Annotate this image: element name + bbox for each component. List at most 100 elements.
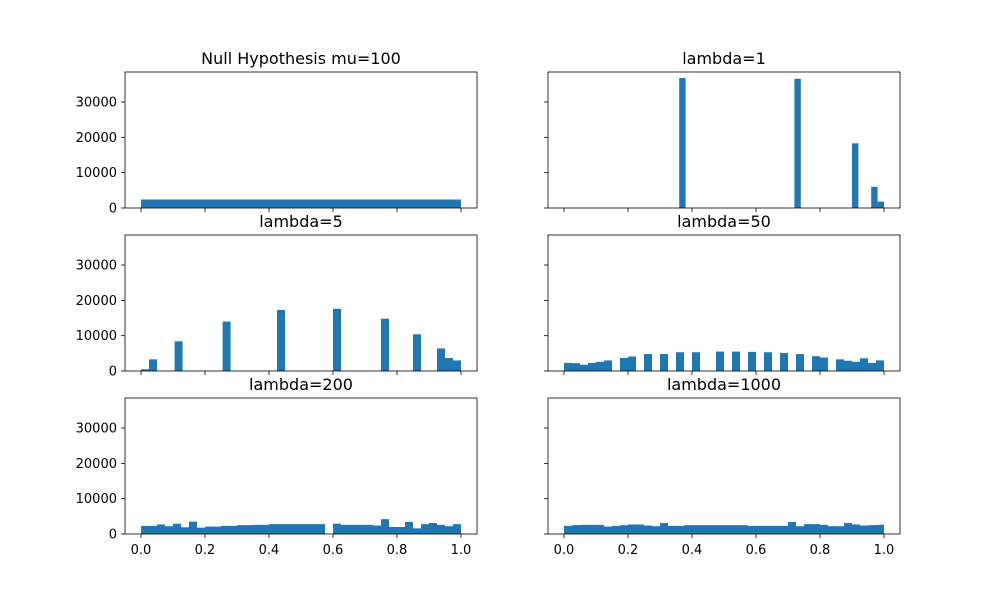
axes-frame	[124, 71, 478, 209]
histogram-bar	[812, 356, 820, 371]
axes: 0.0 0.2 0.4 0.6 0.8 1.0 0 10000 20000 30000	[76, 397, 478, 558]
histogram-bar	[141, 525, 149, 534]
histogram-bar	[836, 359, 844, 371]
histogram-bar	[676, 525, 684, 534]
x-tick-label: 0.0	[131, 543, 152, 558]
subplot-lambda-200: lambda=200 0.0 0.2 0.4 0.6 0.8 1.0 0 10000 20000…	[76, 375, 478, 558]
histogram-bar	[852, 524, 860, 534]
histogram-bar	[317, 524, 325, 534]
histogram-bar	[445, 357, 453, 371]
histogram-bar	[660, 354, 668, 371]
histogram-bar	[580, 524, 588, 534]
histogram-bar	[222, 321, 231, 371]
subplot-title: lambda=1	[682, 49, 766, 68]
histogram-bar	[780, 352, 788, 371]
histogram-bar	[860, 525, 868, 534]
histogram-bar	[174, 341, 183, 371]
histogram-bar	[437, 524, 445, 534]
x-tick-label: 0.2	[618, 543, 639, 558]
axes-frame	[547, 234, 901, 372]
axes: 0.0 0.2 0.4 0.6 0.8 1.0	[544, 397, 901, 558]
histogram-bar	[269, 524, 277, 534]
histogram-bar	[876, 524, 884, 534]
subplot-title: lambda=200	[249, 375, 353, 394]
histogram-bar	[679, 78, 686, 208]
histogram-bar	[764, 525, 772, 534]
histogram-bar	[564, 362, 572, 371]
histogram-bar	[285, 524, 293, 534]
histogram-bar	[253, 524, 261, 534]
histogram-bar	[820, 524, 828, 534]
histogram-bar	[604, 360, 612, 371]
y-tick-label: 30000	[76, 422, 117, 437]
histogram-bar	[293, 524, 301, 534]
histogram-bar	[197, 527, 205, 534]
x-tick-label: 0.2	[195, 543, 216, 558]
histogram-bar	[149, 359, 157, 371]
histogram-bar	[413, 334, 421, 371]
histogram-bar	[604, 526, 612, 534]
histogram-bar	[828, 526, 836, 534]
histogram-bar	[421, 524, 429, 534]
histogram-bar	[796, 354, 804, 371]
histogram-bar	[453, 524, 461, 534]
y-tick-label: 20000	[76, 131, 117, 146]
histogram-bar	[405, 521, 413, 534]
histogram-bar	[716, 525, 724, 534]
histogram-bar	[389, 526, 397, 534]
y-tick-label: 30000	[76, 259, 117, 274]
histogram-bar	[794, 78, 801, 209]
histogram-bar	[341, 524, 349, 534]
x-tick-label: 0.6	[323, 543, 344, 558]
bar-group	[564, 521, 884, 534]
histogram-bar	[660, 523, 668, 534]
histogram-bar	[716, 351, 724, 371]
histogram-bar	[413, 528, 421, 534]
histogram-bar	[796, 526, 804, 534]
histogram-bar	[165, 526, 173, 534]
histogram-bar	[620, 525, 628, 534]
y-tick-label: 0	[109, 528, 117, 543]
histogram-bar	[453, 360, 461, 371]
histogram-bar	[724, 525, 732, 534]
subplot-title: lambda=5	[259, 212, 343, 231]
subplot-lambda-1000: lambda=1000 0.0 0.2 0.4 0.6 0.8 1.0	[544, 375, 901, 558]
x-tick-label: 0.8	[810, 543, 831, 558]
histogram-bar	[860, 358, 868, 371]
x-tick-label: 1.0	[451, 543, 472, 558]
histogram-bar	[237, 525, 245, 534]
histogram-bar	[620, 357, 628, 371]
histogram-bar	[564, 525, 572, 534]
histogram-bar	[213, 526, 221, 534]
histogram-bar	[381, 318, 389, 371]
histogram-bar	[397, 526, 405, 534]
histogram-bar	[692, 525, 700, 534]
histogram-bar	[580, 364, 588, 371]
histogram-bar	[333, 523, 341, 534]
histogram-bar	[764, 352, 772, 371]
histogram-bar	[732, 351, 740, 371]
histogram-bar	[700, 525, 708, 534]
histogram-bar	[732, 525, 740, 534]
histogram-bar	[245, 525, 253, 534]
subplot-title: lambda=1000	[667, 375, 781, 394]
histogram-bar	[181, 527, 189, 534]
histogram-bar	[357, 524, 365, 534]
histogram-bar	[877, 201, 884, 208]
histogram-bar	[229, 525, 237, 534]
histogram-bar	[301, 524, 309, 534]
axes: 0 10000 20000 30000	[76, 71, 478, 217]
histogram-bar	[373, 525, 381, 534]
histogram-bar	[437, 348, 445, 371]
axes-frame	[124, 397, 478, 535]
histogram-bar	[221, 525, 229, 534]
histogram-bar	[445, 526, 453, 534]
histogram-bar	[149, 525, 157, 534]
histogram-bar	[349, 524, 357, 534]
y-tick-label: 10000	[76, 329, 117, 344]
histogram-bar	[876, 360, 884, 371]
y-tick-label: 30000	[76, 96, 117, 111]
axes	[544, 71, 901, 212]
histogram-bar	[868, 362, 876, 371]
